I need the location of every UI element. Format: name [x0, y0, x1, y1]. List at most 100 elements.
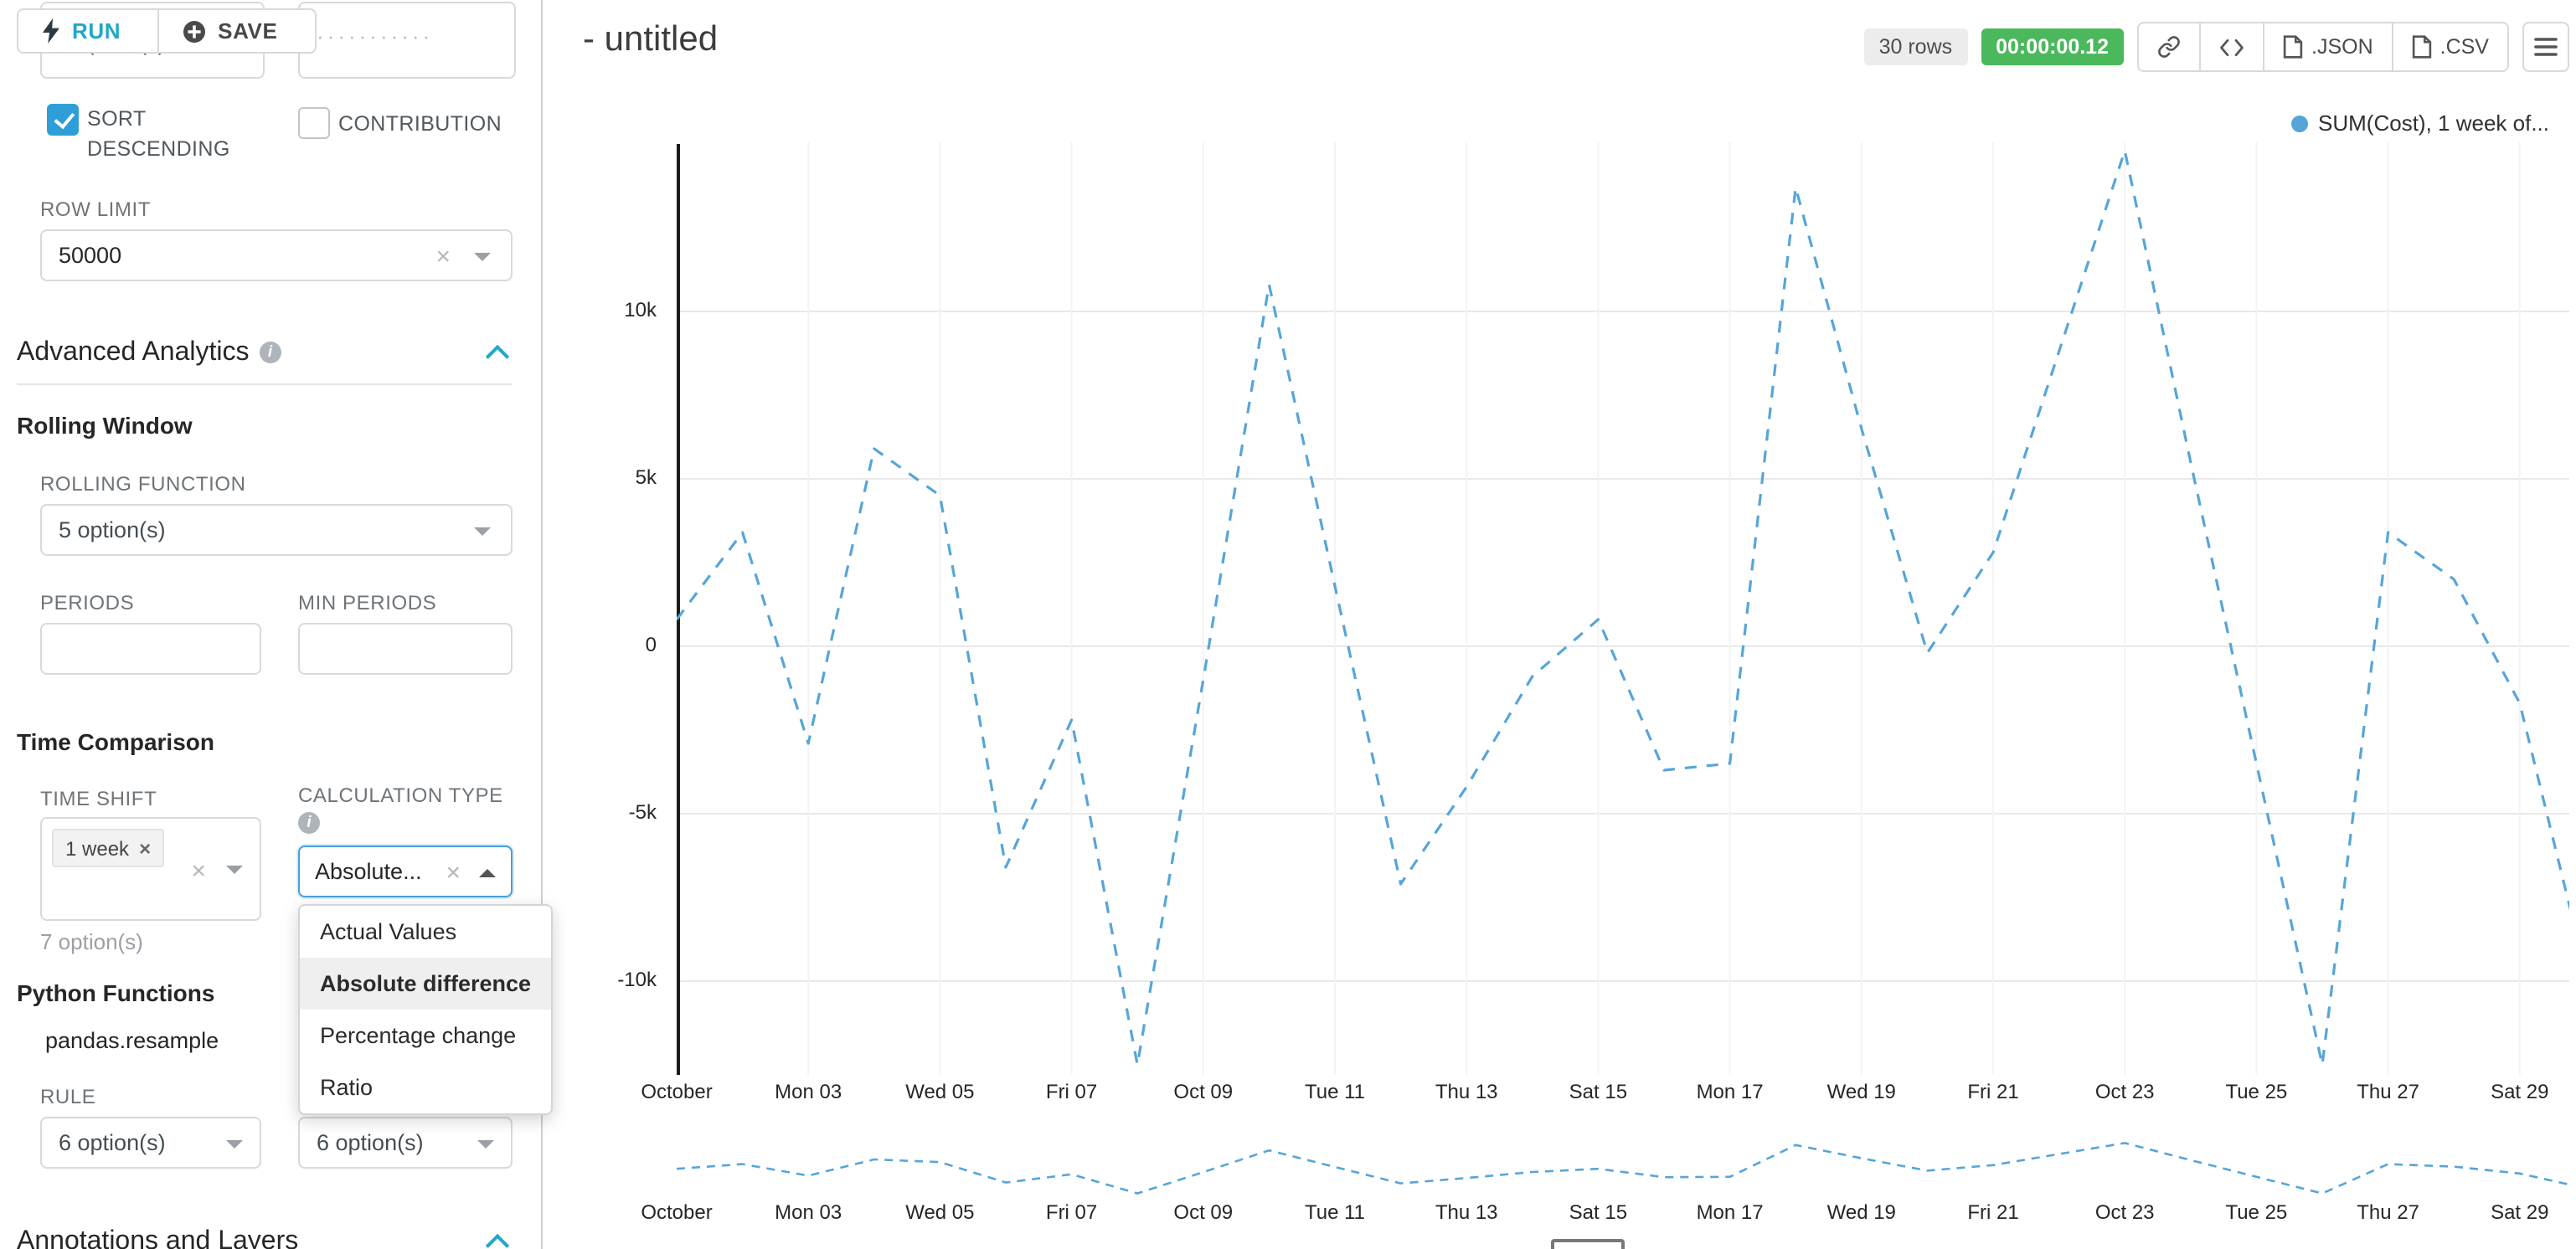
pandas-resample-item: pandas.resample: [45, 1028, 219, 1053]
x-axis-tick-label: Sat 29: [2491, 1200, 2549, 1224]
file-icon: [2412, 35, 2431, 59]
dropdown-option-ratio[interactable]: Ratio: [320, 1075, 374, 1100]
rule-select-1-value: 6 option(s): [59, 1130, 166, 1155]
x-axis-tick-label: Oct 23: [2094, 1200, 2155, 1224]
lightning-bolt-icon: [43, 18, 59, 44]
dropdown-option-actual-values[interactable]: Actual Values: [320, 919, 457, 944]
info-icon: [259, 342, 281, 363]
x-axis-tick-label: Fri 07: [1045, 1200, 1098, 1224]
python-functions-title: Python Functions: [17, 979, 215, 1006]
remove-tag-icon[interactable]: [139, 836, 151, 860]
x-axis-tick-label: Sat 15: [1569, 1200, 1628, 1224]
time-shift-select[interactable]: 1 week: [40, 817, 261, 921]
y-axis-tick-label: 5k: [635, 465, 657, 489]
chart-options-menu-button[interactable]: [2522, 22, 2569, 72]
x-axis-tick-label: Tue 25: [2225, 1200, 2288, 1224]
rule-select-2[interactable]: 6 option(s): [298, 1117, 513, 1169]
chart-header-controls: 30 rows 00:00:00.12: [1863, 22, 2569, 72]
periods-input[interactable]: [40, 623, 261, 675]
main-line-chart[interactable]: [677, 142, 2569, 1080]
run-save-button-group: RUN SAVE: [17, 8, 317, 54]
sort-descending-checkbox[interactable]: [47, 104, 79, 136]
y-axis-tick-label: -5k: [628, 800, 657, 824]
rolling-window-title: Rolling Window: [17, 412, 193, 439]
contribution-label: CONTRIBUTION: [338, 112, 502, 136]
x-axis-tick-label: Tue 11: [1304, 1200, 1366, 1224]
x-axis-tick-label: Thu 13: [1435, 1200, 1498, 1224]
section-divider: [17, 383, 513, 385]
collapse-chevron-up-icon[interactable]: [485, 344, 510, 369]
calculation-type-dropdown: Actual Values Absolute difference Percen…: [298, 904, 553, 1115]
embed-code-button[interactable]: [2199, 22, 2264, 72]
row-count-badge: 30 rows: [1863, 28, 1968, 65]
clear-icon[interactable]: [446, 861, 461, 886]
calculation-type-label: CALCULATION TYPE: [298, 784, 503, 807]
rolling-function-select[interactable]: 5 option(s): [40, 504, 513, 556]
chart-legend[interactable]: SUM(Cost), 1 week of...: [2291, 111, 2549, 136]
x-axis-tick-label: Oct 09: [1173, 1200, 1234, 1224]
x-axis-tick-label: Sat 15: [1569, 1080, 1628, 1103]
x-axis-tick-label: Mon 03: [775, 1080, 842, 1103]
x-axis-tick-label: October: [641, 1080, 713, 1103]
truncated-select-right[interactable]: ···········: [298, 2, 516, 79]
save-button[interactable]: SAVE: [157, 8, 317, 54]
export-csv-button[interactable]: .CSV: [2391, 22, 2509, 72]
chevron-down-icon[interactable]: [226, 1140, 243, 1149]
x-axis-tick-label: Wed 05: [905, 1200, 975, 1224]
clear-icon[interactable]: [435, 244, 451, 270]
chevron-down-icon[interactable]: [474, 527, 491, 536]
annotations-layers-title[interactable]: Annotations and Layers: [17, 1227, 299, 1249]
export-json-button[interactable]: .JSON: [2263, 22, 2393, 72]
link-icon: [2158, 36, 2180, 58]
y-axis: 10k 5k 0 -5k -10k: [543, 142, 670, 1080]
x-axis-tick-label: Thu 27: [2357, 1080, 2419, 1103]
min-periods-label: MIN PERIODS: [298, 591, 437, 614]
chevron-up-icon[interactable]: [479, 869, 496, 877]
x-axis-tick-label: Sat 29: [2491, 1080, 2549, 1103]
query-timer-badge: 00:00:00.12: [1981, 28, 2124, 65]
x-axis-tick-label: Mon 17: [1696, 1200, 1764, 1224]
x-axis-tick-label: Fri 07: [1045, 1080, 1098, 1103]
truncated-select-right-placeholder: ···········: [317, 23, 434, 49]
x-axis: October Mon 03 Wed 05 Fri 07 Oct 09 Tue 11 Thu…: [641, 1080, 2569, 1107]
export-csv-label: .CSV: [2439, 35, 2489, 59]
export-button-group: .JSON .CSV: [2137, 22, 2509, 72]
time-shift-tag-label: 1 week: [65, 836, 130, 860]
time-shift-tag[interactable]: 1 week: [52, 829, 165, 867]
advanced-analytics-header[interactable]: Advanced Analytics: [17, 338, 281, 368]
x-axis-tick-label: Fri 21: [1967, 1080, 2019, 1103]
sort-descending-label: SORT DESCENDING: [87, 107, 230, 161]
run-button-label: RUN: [72, 18, 121, 44]
range-selector-minichart[interactable]: [677, 1135, 2569, 1209]
x-axis-tick-label: Tue 25: [2225, 1080, 2288, 1103]
periods-label: PERIODS: [40, 591, 135, 614]
contribution-checkbox[interactable]: [298, 107, 330, 139]
clear-icon[interactable]: [191, 859, 206, 884]
chevron-down-icon[interactable]: [474, 253, 491, 261]
control-panel-sidebar: RUN SAVE 7 option(s) ··········· SORT DE…: [0, 0, 553, 1249]
collapse-chevron-up-icon[interactable]: [485, 1233, 510, 1249]
legend-series-label: SUM(Cost), 1 week of...: [2318, 111, 2549, 136]
export-json-label: .JSON: [2311, 35, 2373, 59]
dropdown-option-absolute-difference[interactable]: Absolute difference: [300, 958, 551, 1010]
calculation-type-select[interactable]: Absolute...: [298, 846, 513, 897]
copy-link-button[interactable]: [2137, 22, 2201, 72]
x-axis-tick-label: Wed 19: [1826, 1200, 1896, 1224]
info-icon: [298, 812, 320, 834]
row-limit-label: ROW LIMIT: [40, 198, 152, 221]
chevron-down-icon[interactable]: [477, 1140, 494, 1149]
chevron-down-icon[interactable]: [226, 866, 243, 874]
y-axis-tick-label: -10k: [617, 968, 657, 991]
row-limit-select[interactable]: 50000: [40, 229, 513, 281]
save-button-label: SAVE: [218, 18, 278, 44]
chart-title[interactable]: - untitled: [583, 20, 719, 59]
rolling-function-value: 5 option(s): [59, 517, 166, 542]
min-periods-input[interactable]: [298, 623, 513, 675]
rule-select-1[interactable]: 6 option(s): [40, 1117, 261, 1169]
partial-bottom-handle[interactable]: [1551, 1239, 1625, 1249]
dropdown-option-percentage-change[interactable]: Percentage change: [320, 1023, 517, 1048]
rule-label: RULE: [40, 1085, 96, 1108]
run-button[interactable]: RUN: [17, 8, 160, 54]
y-axis-tick-label: 0: [645, 633, 657, 656]
x-axis-tick-label: Mon 17: [1696, 1080, 1764, 1103]
